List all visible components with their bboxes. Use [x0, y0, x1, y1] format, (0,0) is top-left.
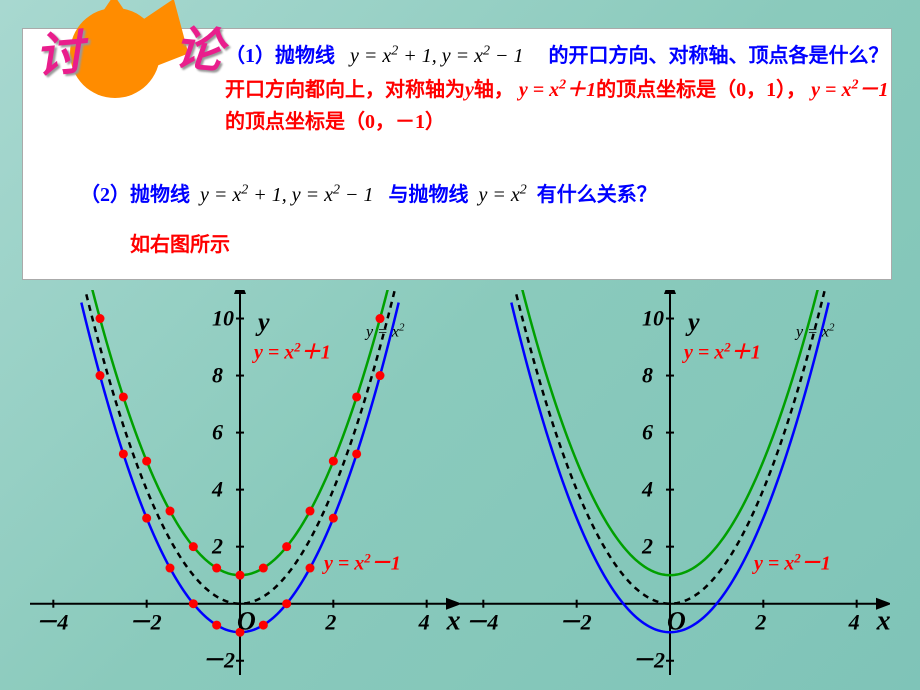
svg-text:4: 4: [418, 610, 430, 635]
svg-text:O: O: [667, 607, 686, 636]
svg-text:8: 8: [642, 363, 653, 388]
svg-text:－2: －2: [632, 648, 665, 673]
ans1-b: y: [465, 79, 474, 101]
ans1-c: 轴，: [474, 79, 514, 101]
svg-text:－2: －2: [202, 648, 235, 673]
svg-text:y: y: [685, 308, 700, 337]
q2-f1: y = x2 + 1, y = x2 − 1: [200, 184, 374, 206]
chart-right: －4 －2 2 4 －2 2 4 6 8 10 y x Oy = x2 y = x2＋1 y = x2－1: [460, 290, 890, 685]
svg-text:x: x: [876, 606, 890, 637]
ans1-f2: y = x2－1: [811, 79, 888, 101]
question-2: （2）抛物线 y = x2 + 1, y = x2 − 1 与抛物线 y = x…: [80, 178, 880, 207]
svg-text:10: 10: [642, 306, 664, 331]
svg-text:4: 4: [848, 610, 860, 635]
svg-text:O: O: [237, 607, 256, 636]
svg-text:4: 4: [641, 477, 653, 502]
svg-text:－2: －2: [129, 610, 162, 635]
svg-text:10: 10: [212, 306, 234, 331]
charts: －4－224－2246810yxOy = x2y = x2＋1y = x2－1 …: [30, 290, 900, 680]
svg-text:y: y: [255, 308, 270, 337]
discussion-badge: 讨 论: [10, 0, 230, 105]
ans1-d: 的顶点坐标是（0，1），: [596, 79, 806, 101]
q1-prefix: （1）抛物线: [225, 45, 335, 67]
svg-text:8: 8: [212, 363, 223, 388]
answer-2: 如右图所示: [130, 228, 230, 257]
ans1-a: 开口方向都向上，对称轴为: [225, 79, 465, 101]
q2-suffix: 有什么关系？: [537, 184, 657, 206]
ans1-f1: y = x2＋1: [519, 79, 596, 101]
svg-text:y = x2: y = x2: [794, 322, 835, 341]
chart-left: －4 －2 2 4 －2 2 4 6 8 10 y x Oy = x2 y = x2＋1 y = x2－1: [30, 290, 460, 685]
q1-formula: y = x2 + 1, y = x2 − 1: [350, 45, 524, 67]
svg-text:y = x2－1: y = x2－1: [322, 550, 401, 575]
q2-mid: 与抛物线: [389, 184, 469, 206]
q2-f2: y = x2: [479, 184, 527, 206]
svg-text:2: 2: [754, 610, 766, 635]
q1-suffix: 的开口方向、对称轴、顶点各是什么？: [549, 45, 889, 67]
content-text: （1）抛物线 y = x2 + 1, y = x2 − 1 的开口方向、对称轴、…: [225, 40, 900, 138]
svg-text:－4: －4: [465, 610, 498, 635]
badge-char2: 论: [172, 8, 226, 82]
svg-text:4: 4: [211, 477, 223, 502]
svg-text:2: 2: [324, 610, 336, 635]
badge-char1: 讨: [32, 13, 86, 87]
svg-text:y = x2－1: y = x2－1: [752, 550, 831, 575]
svg-text:y = x2: y = x2: [364, 322, 405, 341]
ans1-l2: 的顶点坐标是（0，－1）: [225, 111, 445, 133]
svg-text:y = x2＋1: y = x2＋1: [682, 339, 761, 364]
answer-1: 开口方向都向上，对称轴为y轴， y = x2＋1的顶点坐标是（0，1）， y =…: [225, 74, 900, 138]
svg-text:2: 2: [211, 534, 223, 559]
question-1: （1）抛物线 y = x2 + 1, y = x2 − 1 的开口方向、对称轴、…: [225, 40, 900, 72]
svg-text:y = x2＋1: y = x2＋1: [252, 339, 331, 364]
svg-text:－4: －4: [35, 610, 68, 635]
svg-text:6: 6: [212, 420, 223, 445]
q2-prefix: （2）抛物线: [80, 184, 190, 206]
svg-text:2: 2: [641, 534, 653, 559]
svg-text:x: x: [446, 606, 460, 637]
svg-text:－2: －2: [559, 610, 592, 635]
svg-text:6: 6: [642, 420, 653, 445]
